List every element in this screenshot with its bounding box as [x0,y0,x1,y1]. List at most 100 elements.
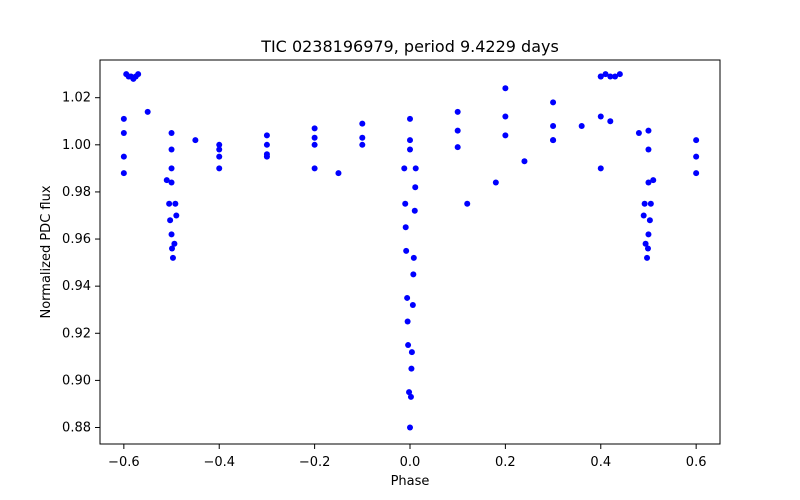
data-point [640,212,647,219]
y-tick-label: 0.98 [62,185,91,200]
x-axis-label: Phase [391,474,430,489]
data-point [166,200,173,207]
series-secondary-eclipse-left [163,177,180,261]
data-point [645,127,652,134]
y-axis-ticks: 0.88 0.90 0.92 0.94 0.96 0.98 1.00 1.02 [62,91,100,436]
data-point [311,165,318,172]
data-point [359,141,366,148]
data-point [645,179,652,186]
data-point [550,99,557,106]
data-point [403,247,410,254]
data-point [645,231,652,238]
data-point [407,146,413,153]
data-point [641,200,648,207]
x-tick-label: −0.6 [108,455,140,470]
data-point [578,122,585,129]
data-point [407,393,414,400]
data-point [411,207,418,214]
y-tick-label: 0.94 [62,279,91,294]
data-point [135,71,142,78]
data-point [401,165,408,172]
x-tick-label: 0.6 [686,455,707,470]
data-point [168,179,175,186]
data-point [406,389,413,396]
data-point [169,245,176,252]
data-point [168,231,175,238]
x-tick-label: 0.2 [495,455,516,470]
data-point [645,146,652,153]
data-point [192,137,199,144]
data-point [408,365,415,372]
data-point [311,141,318,148]
data-point [216,165,223,172]
y-tick-label: 1.02 [62,91,91,106]
x-tick-label: −0.4 [203,455,235,470]
data-point [171,240,178,247]
data-point [502,132,509,139]
data-point [408,349,415,356]
x-axis-ticks: −0.6 −0.4 −0.2 0.0 0.2 0.4 0.6 [108,444,706,470]
data-point [412,184,419,191]
chart-title: TIC 0238196979, period 9.4229 days [260,37,559,56]
data-point [409,302,416,309]
data-point [550,122,557,129]
y-tick-label: 0.90 [62,373,91,388]
data-point [616,71,623,78]
data-point [120,115,127,122]
data-point [263,141,270,148]
data-point [173,212,180,219]
y-axis-label: Normalized PDC flux [39,185,54,318]
y-tick-label: 0.96 [62,232,91,247]
series-top-cluster-right [597,71,623,80]
data-point [693,137,700,144]
x-tick-label: 0.4 [590,455,611,470]
data-point [693,153,700,160]
data-point [597,113,604,120]
data-point [163,177,170,184]
data-point [644,254,651,261]
data-point [120,130,127,137]
y-tick-label: 0.92 [62,326,91,341]
data-point [407,424,413,431]
data-point [167,217,174,224]
data-point [404,294,411,301]
data-point [263,151,270,158]
data-point [597,73,604,80]
x-tick-label: 0.0 [400,455,421,470]
data-point [311,134,318,141]
data-point [550,137,557,144]
y-tick-label: 0.88 [62,421,91,436]
data-point [597,165,604,172]
plot-markers [120,71,700,431]
data-point [402,200,409,207]
data-point [169,254,176,261]
data-point [646,217,653,224]
data-point [120,153,127,160]
series-track-d [464,118,642,207]
data-point [502,113,509,120]
data-point [454,144,461,151]
data-point [644,245,651,252]
data-point [168,165,175,172]
data-point [120,170,127,177]
data-point [502,85,509,92]
y-tick-label: 1.00 [62,138,91,153]
data-point [404,318,411,325]
data-point [412,165,419,172]
data-point [311,125,318,132]
data-point [492,179,499,186]
data-point [335,170,342,177]
data-point [168,130,175,137]
data-point [405,342,412,349]
series-top-cluster-left [123,71,142,82]
data-point [216,141,223,148]
data-point [602,71,609,78]
data-point [168,146,175,153]
data-point [144,108,151,115]
series-track-c [120,73,700,153]
data-point [263,132,270,139]
series-track-b [120,113,700,172]
series-primary-eclipse [401,165,419,431]
data-point [407,137,413,144]
